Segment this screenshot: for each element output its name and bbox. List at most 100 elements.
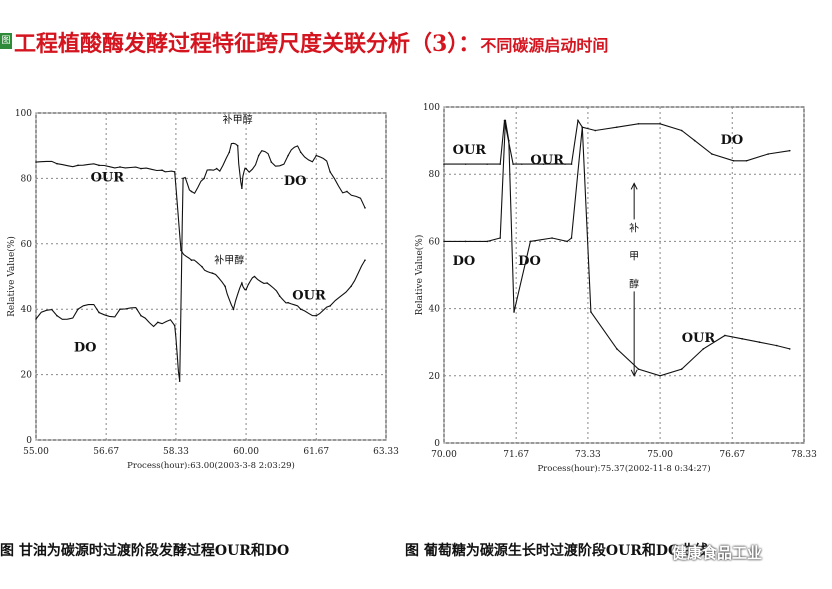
data-point xyxy=(616,126,618,128)
data-point xyxy=(236,144,239,147)
data-point xyxy=(504,119,507,122)
data-point xyxy=(775,344,778,347)
data-point xyxy=(270,161,273,163)
data-point xyxy=(315,154,318,157)
data-point xyxy=(287,154,289,157)
data-point xyxy=(98,311,100,314)
x-tick-label: 71.67 xyxy=(503,450,529,460)
y-tick-label: 0 xyxy=(434,439,440,449)
data-point xyxy=(512,163,514,165)
data-point xyxy=(77,164,79,167)
data-point xyxy=(241,282,243,284)
series-label: OUR xyxy=(530,153,564,168)
x-axis-label: Process(hour):63.00(2003-3-8 2:03:29) xyxy=(127,460,295,471)
annotation-label: 补甲醇 xyxy=(214,253,244,266)
data-point xyxy=(215,167,218,170)
chart-glucose-svg: 0 20 40 60 80 100 70.00 71.67 73.33 75.00 76.67 78.… xyxy=(414,103,817,474)
data-point xyxy=(315,314,318,317)
data-point xyxy=(190,190,193,193)
caption-left: 图 甘油为碳源时过渡阶段发酵过程OUR和DO xyxy=(0,543,290,559)
x-tick-label: 73.33 xyxy=(575,450,601,460)
data-point xyxy=(266,282,268,284)
data-point xyxy=(520,163,523,165)
data-point xyxy=(140,167,142,170)
data-point xyxy=(201,265,203,268)
data-point xyxy=(732,159,735,162)
data-point xyxy=(287,301,289,304)
data-point xyxy=(56,162,58,165)
data-point xyxy=(443,240,445,243)
data-point xyxy=(329,171,331,173)
data-point xyxy=(551,237,553,239)
x-tick-label: 70.00 xyxy=(431,450,457,460)
caption-right: 图 葡萄糖为碳源生长时过渡阶段OUR和DO曲线 xyxy=(405,543,709,559)
series-label: OUR xyxy=(292,288,326,303)
data-point xyxy=(581,126,584,128)
plot-frame xyxy=(443,106,805,444)
data-point xyxy=(702,348,705,350)
series-label: DO xyxy=(453,254,476,269)
series-label: DO xyxy=(74,341,97,356)
data-point xyxy=(140,314,142,317)
x-tick-label: 61.67 xyxy=(303,447,329,457)
y-axis-label: Relative Value(%) xyxy=(414,235,425,316)
data-point xyxy=(190,259,193,261)
x-tick-label: 60.00 xyxy=(233,447,259,457)
data-point xyxy=(299,308,302,310)
data-point xyxy=(119,166,121,168)
y-tick-label: 60 xyxy=(21,240,33,250)
y-axis-label: Relative Value(%) xyxy=(6,236,17,317)
data-point xyxy=(257,154,260,157)
data-point xyxy=(224,285,226,288)
x-tick-label: 55.00 xyxy=(23,447,49,457)
x-axis-label: Process(hour):75.37(2002-11-8 0:34:27) xyxy=(537,463,710,474)
data-point xyxy=(245,167,247,170)
annotation-label: 补 xyxy=(629,221,639,234)
annotation-label: 补甲醇 xyxy=(223,113,253,126)
annotation-arrowhead xyxy=(630,369,638,377)
x-tick-label: 76.67 xyxy=(719,450,745,460)
data-point xyxy=(486,240,489,243)
data-point xyxy=(508,139,510,142)
data-point xyxy=(577,119,579,122)
data-point xyxy=(637,123,640,125)
data-point xyxy=(499,237,501,239)
data-point xyxy=(98,164,100,167)
y-tick-label: 20 xyxy=(21,371,33,381)
series-label: OUR xyxy=(682,331,716,346)
title-main: 工程植酸酶发酵过程特征跨尺度关联分析（3）： xyxy=(14,31,481,57)
data-point xyxy=(711,153,713,155)
y-tick-label: 20 xyxy=(429,372,441,382)
data-point xyxy=(161,169,163,172)
data-point xyxy=(570,237,573,239)
data-point xyxy=(173,171,176,173)
slide-tag: 图 xyxy=(0,33,12,49)
data-point xyxy=(693,139,696,142)
data-point xyxy=(173,324,176,327)
x-tick-label: 75.00 xyxy=(647,450,673,460)
data-point xyxy=(157,321,159,324)
data-point xyxy=(364,207,366,209)
data-point xyxy=(659,123,661,125)
y-tick-label: 40 xyxy=(429,305,441,315)
data-point xyxy=(299,151,302,154)
data-point xyxy=(245,288,247,291)
data-point xyxy=(680,129,683,132)
data-point xyxy=(329,305,331,307)
data-point xyxy=(564,163,566,165)
x-tick-label: 63.33 xyxy=(373,447,399,457)
data-point xyxy=(542,163,545,165)
data-point xyxy=(590,311,592,313)
data-point xyxy=(788,149,791,152)
y-tick-label: 80 xyxy=(21,174,33,184)
data-point xyxy=(56,314,58,317)
data-point xyxy=(570,163,573,165)
plot-frame xyxy=(35,112,387,441)
data-point xyxy=(594,129,597,132)
data-point xyxy=(232,308,235,310)
y-tick-label: 100 xyxy=(15,109,32,119)
chart-glucose: 0 20 40 60 80 100 70.00 71.67 73.33 75.00 76.67 78.… xyxy=(412,87,832,497)
x-tick-label: 58.33 xyxy=(163,447,189,457)
data-point xyxy=(346,190,348,193)
data-point xyxy=(178,380,181,382)
